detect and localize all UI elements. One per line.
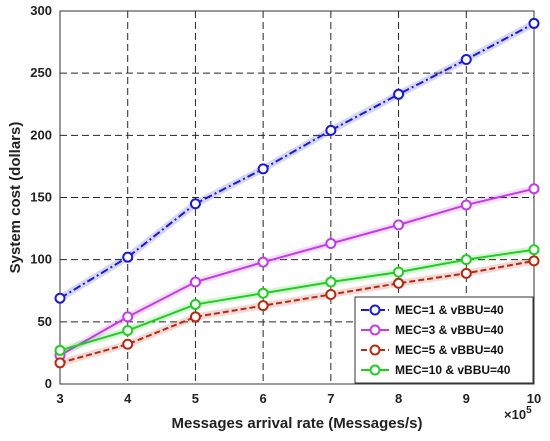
legend-label: MEC=1 & vBBU=40 xyxy=(395,303,504,317)
legend-marker xyxy=(369,344,381,356)
data-point xyxy=(122,251,134,263)
x-tick-label: 9 xyxy=(463,391,470,406)
x-multiplier-base: ×10 xyxy=(504,407,526,422)
x-axis-label: Messages arrival rate (Messages/s) xyxy=(172,415,423,432)
legend-box xyxy=(354,296,534,384)
data-point xyxy=(460,267,472,279)
x-tick-label: 7 xyxy=(327,391,334,406)
legend-marker xyxy=(369,364,381,376)
data-point xyxy=(257,163,269,175)
y-tick-label: 50 xyxy=(38,314,52,329)
data-point xyxy=(528,244,540,256)
legend: MEC=1 & vBBU=40 MEC=3 & vBBU=40 MEC=5 & vB… xyxy=(354,296,534,384)
x-tick-label: 10 xyxy=(527,391,541,406)
series-group xyxy=(54,17,540,369)
data-point xyxy=(257,256,269,268)
data-point xyxy=(528,183,540,195)
data-point xyxy=(325,276,337,288)
series-2 xyxy=(54,183,540,361)
plot-frame xyxy=(59,10,535,385)
legend-marker xyxy=(369,324,381,336)
series-3 xyxy=(54,255,540,369)
data-point xyxy=(122,311,134,323)
x-tick-label: 6 xyxy=(260,391,267,406)
legend-label: MEC=5 & vBBU=40 xyxy=(395,343,504,357)
y-tick-label: 300 xyxy=(30,3,52,18)
data-point xyxy=(393,266,405,278)
x-multiplier-exponent: 5 xyxy=(526,405,532,416)
y-tick-label: 200 xyxy=(30,127,52,142)
x-tick-label: 5 xyxy=(192,391,199,406)
data-point xyxy=(528,17,540,29)
data-point xyxy=(528,255,540,267)
data-point xyxy=(393,277,405,289)
data-point xyxy=(122,325,134,337)
data-point xyxy=(393,88,405,100)
data-point xyxy=(325,238,337,250)
data-point xyxy=(393,219,405,231)
x-axis-multiplier: ×105 xyxy=(504,405,532,422)
data-point xyxy=(189,311,201,323)
data-point xyxy=(189,276,201,288)
data-point xyxy=(257,287,269,299)
y-axis-label: System cost (dollars) xyxy=(7,122,24,274)
x-tick-label: 3 xyxy=(56,391,63,406)
y-tick-label: 100 xyxy=(30,252,52,267)
series-line xyxy=(59,187,535,357)
data-point xyxy=(54,344,66,356)
y-tick-label: 250 xyxy=(30,65,52,80)
x-tick-label: 8 xyxy=(395,391,402,406)
data-point xyxy=(257,300,269,312)
data-point xyxy=(460,53,472,65)
y-tick-label: 150 xyxy=(30,190,52,205)
data-point xyxy=(325,288,337,300)
series-1 xyxy=(54,17,540,304)
series-line xyxy=(59,259,535,364)
data-point xyxy=(122,338,134,350)
x-tick-label: 4 xyxy=(124,391,132,406)
legend-marker xyxy=(369,304,381,316)
legend-label: MEC=3 & vBBU=40 xyxy=(395,323,504,337)
data-point xyxy=(54,357,66,369)
data-point xyxy=(54,292,66,304)
data-point xyxy=(325,124,337,136)
data-point xyxy=(189,198,201,210)
series-line xyxy=(59,22,535,300)
data-point xyxy=(189,298,201,310)
y-tick-label: 0 xyxy=(45,376,52,391)
data-point xyxy=(460,199,472,211)
series-4 xyxy=(54,244,540,356)
legend-label: MEC=10 & vBBU=40 xyxy=(395,363,511,377)
series-line xyxy=(59,248,535,352)
data-point xyxy=(460,254,472,266)
